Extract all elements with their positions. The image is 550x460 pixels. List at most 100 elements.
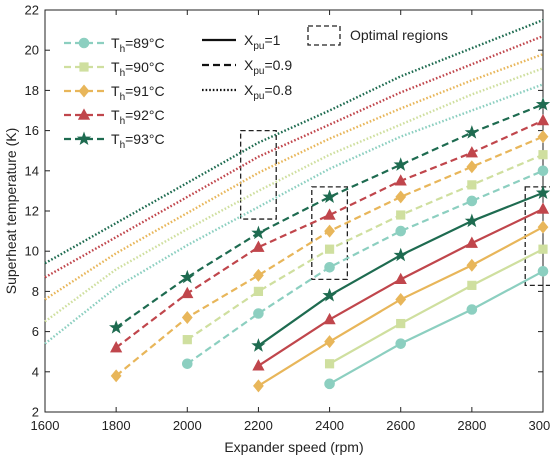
optimal-region-box	[311, 186, 349, 280]
series-th3-xpu0	[252, 202, 550, 371]
data-point	[395, 225, 407, 237]
series-th4-xpu2	[44, 18, 544, 265]
data-point	[394, 272, 407, 285]
data-point	[324, 261, 335, 273]
series-group	[44, 18, 550, 393]
data-point	[393, 157, 408, 171]
y-tick-label: 20	[25, 43, 39, 58]
data-point	[324, 335, 335, 349]
axes: 1600 1800 2000 2200 2400 2600 2800 3000 2 4 6 8 10 12…	[25, 3, 550, 434]
data-point	[465, 236, 478, 248]
data-point	[467, 180, 477, 190]
series-th1-xpu0	[324, 244, 548, 369]
legend-box	[307, 25, 341, 46]
legend-marker	[78, 84, 90, 98]
series-th2-xpu2	[44, 53, 544, 301]
series-th2-xpu1	[110, 130, 549, 383]
x-tick-label: 2400	[315, 418, 344, 433]
data-point	[466, 160, 478, 174]
data-point	[396, 318, 406, 329]
data-point	[537, 220, 549, 234]
legend-label: Th=90°C	[111, 59, 165, 79]
data-point	[538, 150, 548, 160]
series-th3-xpu1	[110, 113, 550, 353]
data-point	[535, 185, 550, 199]
data-point	[464, 213, 479, 228]
legend-marker	[79, 62, 89, 72]
legend-label: Th=91°C	[111, 83, 165, 103]
series-th1-xpu2	[44, 67, 544, 323]
legend-label: Th=93°C	[111, 131, 165, 151]
y-tick-label: 10	[25, 244, 39, 259]
x-tick-label: 2000	[173, 418, 202, 433]
legend-label: Xpu=0.9	[244, 57, 292, 77]
data-point	[253, 268, 264, 282]
data-point	[251, 338, 266, 352]
series-line	[329, 248, 544, 365]
series-line	[329, 270, 544, 385]
x-tick-label: 1800	[102, 418, 131, 433]
x-axis-label: Expander speed (rpm)	[224, 439, 363, 455]
data-point	[464, 125, 479, 139]
legend-label: Optimal regions	[350, 27, 448, 43]
data-point	[324, 224, 335, 238]
x-tick-label: 3000	[529, 418, 550, 433]
data-point	[181, 358, 193, 370]
series-th4-xpu0	[251, 185, 550, 352]
series-line	[44, 35, 544, 279]
data-point	[110, 369, 122, 383]
data-point	[323, 312, 336, 325]
data-point	[322, 287, 337, 302]
data-point	[324, 359, 335, 369]
y-axis-label: Superheat temperature (K)	[3, 128, 19, 295]
data-point	[324, 244, 335, 254]
data-point	[395, 292, 407, 306]
data-point	[537, 165, 549, 177]
data-point	[395, 338, 407, 349]
data-point	[251, 225, 266, 240]
legend-item-optimal: Optimal regions	[307, 25, 448, 46]
data-point	[394, 174, 407, 186]
x-tick-label: 2600	[386, 418, 415, 433]
legend-label: Th=89°C	[111, 35, 165, 55]
y-tick-label: 16	[25, 123, 39, 138]
series-line	[186, 169, 544, 365]
data-point	[538, 244, 548, 254]
series-th0-xpu1	[181, 165, 549, 370]
y-tick-label: 18	[25, 83, 39, 98]
data-point	[535, 96, 550, 111]
legend-marker	[76, 131, 92, 146]
x-tick-label: 2800	[457, 418, 486, 433]
x-tick-label: 2200	[244, 418, 273, 433]
data-point	[109, 320, 124, 334]
data-point	[324, 378, 335, 390]
series-line	[44, 53, 544, 301]
y-tick-label: 22	[25, 3, 39, 18]
series-th4-xpu1	[109, 96, 550, 334]
data-point	[536, 202, 550, 214]
data-point	[110, 341, 123, 353]
series-line	[44, 67, 544, 323]
data-point	[466, 304, 478, 315]
legend-marker	[77, 108, 91, 120]
legend-item-th-3: Th=92°C	[64, 107, 165, 127]
data-point	[536, 113, 550, 126]
optimal-region-box	[239, 129, 277, 220]
legend-label: Th=92°C	[111, 107, 165, 127]
data-point	[395, 190, 407, 204]
legend-item-xpu-2: Xpu=0.8	[202, 82, 292, 102]
series-th1-xpu1	[182, 150, 548, 345]
data-point	[182, 335, 192, 345]
data-point	[181, 311, 193, 324]
legend-item-th-4: Th=93°C	[64, 131, 165, 151]
data-point	[322, 189, 337, 203]
series-line	[186, 153, 544, 341]
data-point	[323, 208, 336, 220]
y-tick-label: 12	[25, 204, 39, 219]
data-point	[253, 286, 264, 297]
legend-label: Xpu=0.8	[244, 82, 292, 102]
series-th0-xpu2	[44, 83, 544, 345]
legend-item-xpu-0: Xpu=1	[202, 32, 281, 52]
y-tick-label: 8	[32, 284, 39, 299]
legend-item-th-0: Th=89°C	[64, 35, 165, 55]
